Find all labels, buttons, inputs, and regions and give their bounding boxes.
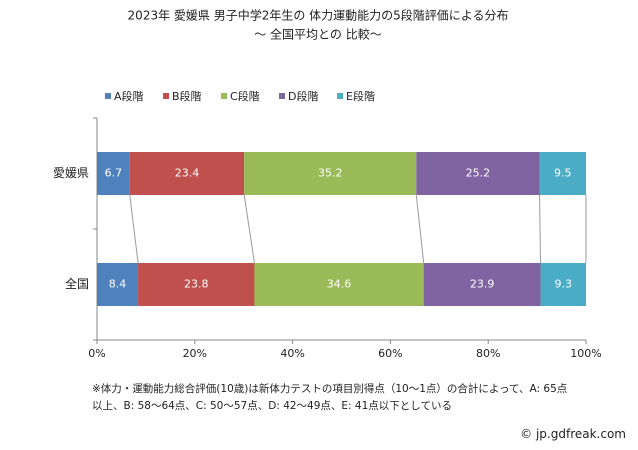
bar-segment [423, 263, 541, 306]
legend-label: C段階 [230, 89, 260, 103]
connector-line [415, 194, 425, 264]
legend-marker [337, 93, 343, 99]
bar-segment [129, 152, 245, 195]
data-label: 9.3 [555, 278, 573, 291]
footnote: ※体力・運動能力総合評価(10歳)は新体力テストの項目別得点（10〜1点）の合計… [92, 383, 568, 412]
connector-line [243, 194, 255, 264]
x-tick-label: 20% [183, 347, 207, 360]
legend-marker [279, 93, 285, 99]
data-label: 6.7 [105, 167, 123, 180]
bar-segment [97, 152, 130, 195]
y-tick-label: 全国 [65, 276, 89, 291]
bar-segment [254, 263, 424, 306]
data-label: 9.5 [554, 167, 572, 180]
legend-label: B段階 [172, 89, 202, 103]
legend-label: E段階 [346, 89, 375, 103]
bar-segment [138, 263, 255, 306]
connector-line [129, 194, 139, 264]
bar-segment [244, 152, 417, 195]
chart-title: 2023年 愛媛県 男子中学2年生の 体力運動能力の5段階評価による分布 [128, 8, 509, 23]
credit: © jp.gdfreak.com [520, 427, 626, 441]
bar-segment [97, 263, 139, 306]
legend-marker [163, 93, 169, 99]
x-tick-label: 100% [570, 347, 601, 360]
x-tick-label: 40% [280, 347, 304, 360]
data-label: 23.9 [470, 278, 495, 291]
x-tick-label: 80% [476, 347, 500, 360]
data-label: 8.4 [109, 278, 127, 291]
legend-label: A段階 [114, 89, 144, 103]
data-label: 23.8 [184, 278, 209, 291]
bar-segment [539, 152, 586, 195]
data-label: 25.2 [466, 167, 491, 180]
chart-subtitle: 〜 全国平均との 比較〜 [254, 27, 382, 42]
legend-marker [221, 93, 227, 99]
data-label: 34.6 [327, 278, 352, 291]
x-tick-label: 0% [88, 347, 105, 360]
data-label: 35.2 [318, 167, 343, 180]
connector-line [539, 194, 542, 264]
x-tick-label: 60% [378, 347, 402, 360]
legend-label: D段階 [288, 89, 318, 103]
y-tick-label: 愛媛県 [53, 166, 89, 180]
bar-segment [540, 263, 586, 306]
bar-segment [416, 152, 540, 195]
data-label: 23.4 [175, 167, 200, 180]
legend-marker [105, 93, 111, 99]
